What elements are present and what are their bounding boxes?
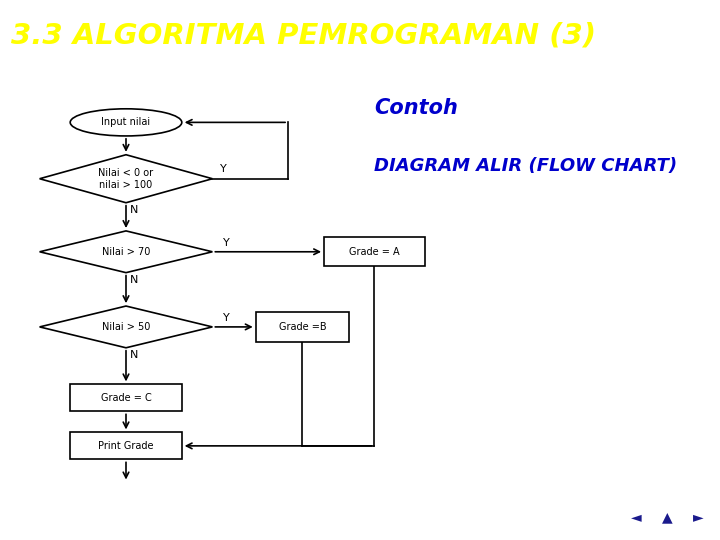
Text: Y: Y	[223, 313, 230, 323]
Polygon shape	[40, 306, 212, 348]
Text: 3.3 ALGORITMA PEMROGRAMAN (3): 3.3 ALGORITMA PEMROGRAMAN (3)	[11, 21, 596, 49]
Text: Grade = C: Grade = C	[101, 393, 151, 403]
Text: N: N	[130, 205, 138, 215]
Text: Nilai > 70: Nilai > 70	[102, 247, 150, 257]
Text: Nilai > 50: Nilai > 50	[102, 322, 150, 332]
Text: Input nilai: Input nilai	[102, 117, 150, 127]
Text: N: N	[130, 275, 138, 285]
Text: ◄: ◄	[631, 510, 642, 524]
FancyBboxPatch shape	[256, 312, 349, 341]
Text: N: N	[130, 350, 138, 360]
Text: Nilai < 0 or
nilai > 100: Nilai < 0 or nilai > 100	[99, 168, 153, 190]
Ellipse shape	[70, 109, 181, 136]
Text: Contoh: Contoh	[374, 98, 458, 118]
Text: Grade = A: Grade = A	[349, 247, 400, 257]
Polygon shape	[40, 155, 212, 202]
Text: Y: Y	[223, 238, 230, 247]
Polygon shape	[40, 231, 212, 273]
Text: Y: Y	[220, 165, 226, 174]
Text: ►: ►	[693, 510, 703, 524]
FancyBboxPatch shape	[324, 237, 425, 266]
Text: Grade =B: Grade =B	[279, 322, 326, 332]
Text: Print Grade: Print Grade	[98, 441, 154, 451]
FancyBboxPatch shape	[70, 384, 181, 411]
FancyBboxPatch shape	[70, 433, 181, 460]
Text: DIAGRAM ALIR (FLOW CHART): DIAGRAM ALIR (FLOW CHART)	[374, 157, 678, 175]
Text: ▲: ▲	[662, 510, 672, 524]
